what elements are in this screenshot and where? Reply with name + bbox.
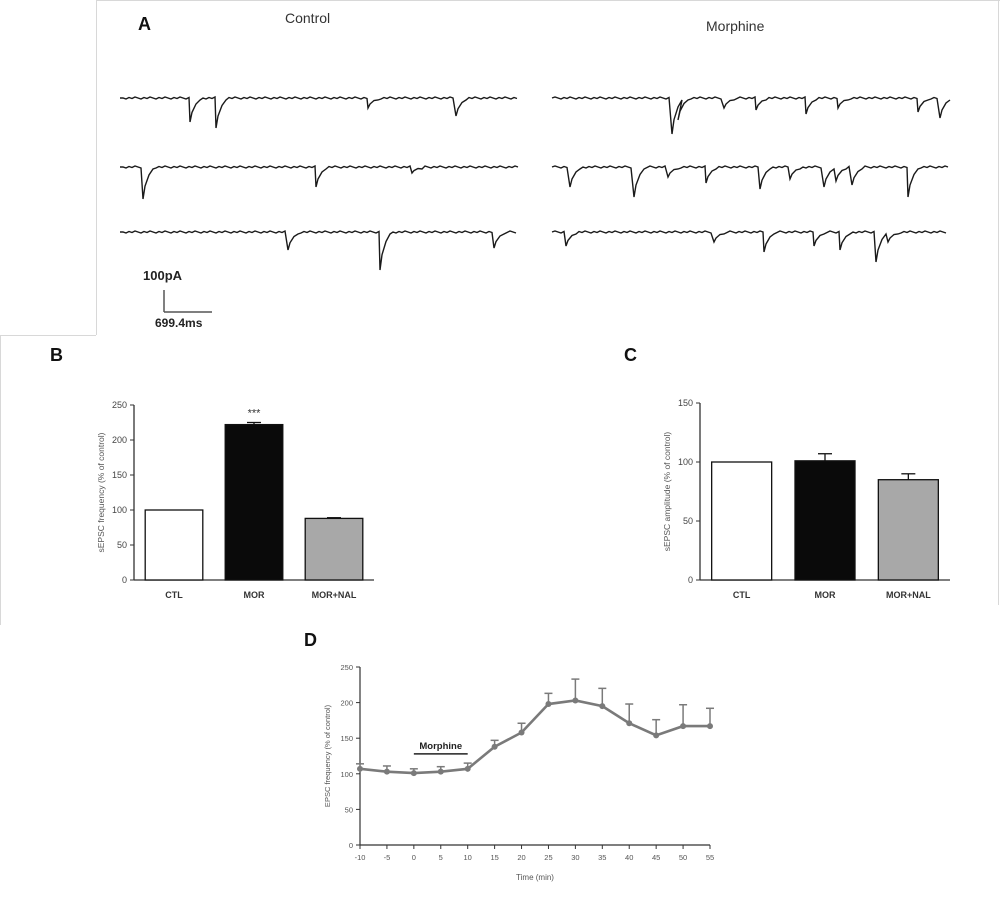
- data-point: [653, 732, 660, 739]
- bar-chart-frequency: 0 50 100 150 200 250 sEPSC frequency (% of con…: [96, 400, 374, 600]
- y-tick-label: 100: [678, 457, 693, 467]
- x-tick-label: 10: [464, 853, 472, 862]
- frame-left-a: [96, 0, 97, 335]
- line-chart-time-course: 0 50 100 150 200 250 -10 -5 0 5 10 15 20 25 30 35 40 45 50…: [323, 663, 714, 882]
- scale-bar: [163, 290, 212, 313]
- bar-mor-nal: [304, 517, 364, 581]
- bar-ctl: [144, 509, 204, 581]
- data-point: [518, 729, 525, 736]
- morphine-title: Morphine: [706, 18, 765, 34]
- data-point: [599, 703, 606, 710]
- x-tick-label: CTL: [165, 590, 183, 600]
- x-tick-label: 45: [652, 853, 660, 862]
- y-tick-label: 250: [340, 663, 353, 672]
- y-tick-label: 150: [340, 734, 353, 743]
- control-sweep-2: [120, 164, 519, 200]
- current-traces: [120, 95, 951, 271]
- bar-chart-amplitude: 0 50 100 150 sEPSC amplitude (% of control) C…: [662, 398, 950, 600]
- y-tick-label: 50: [117, 540, 127, 550]
- scale-bar-time-label: 699.4ms: [155, 316, 203, 330]
- x-tick-label: 25: [544, 853, 552, 862]
- data-point: [545, 701, 552, 708]
- x-tick-label: 55: [706, 853, 714, 862]
- x-tick-label: CTL: [733, 590, 751, 600]
- scale-bar-current-label: 100pA: [143, 268, 183, 283]
- data-point: [410, 770, 417, 777]
- x-tick-label: 40: [625, 853, 633, 862]
- y-axis-label: sEPSC frequency (% of control): [96, 432, 106, 552]
- y-axis-label: EPSC frequency (% of control): [323, 704, 332, 807]
- data-point: [464, 765, 471, 772]
- y-axis-label: sEPSC amplitude (% of control): [662, 432, 672, 552]
- morphine-label: Morphine: [419, 741, 462, 752]
- bar-mor: [224, 423, 284, 581]
- x-axis-label: Time (min): [516, 873, 554, 882]
- data-point: [437, 768, 444, 775]
- y-tick-label: 150: [112, 470, 127, 480]
- significance-annotation: ***: [248, 408, 262, 420]
- data-point: [707, 723, 713, 730]
- x-tick-label: 50: [679, 853, 687, 862]
- panel-d-label: D: [304, 630, 317, 650]
- series-line: [359, 699, 710, 775]
- y-tick-label: 200: [112, 435, 127, 445]
- x-tick-label: 15: [490, 853, 498, 862]
- morphine-sweep-2: [551, 164, 949, 198]
- x-tick-label: 30: [571, 853, 579, 862]
- x-tick-label: 5: [439, 853, 443, 862]
- y-tick-label: 250: [112, 400, 127, 410]
- y-tick-label: 0: [122, 575, 127, 585]
- x-tick-label: -10: [355, 853, 366, 862]
- frame-top: [96, 0, 1000, 1]
- data-point: [491, 743, 498, 750]
- bar-mor: [794, 460, 856, 581]
- x-tick-label: MOR+NAL: [312, 590, 357, 600]
- panel-a-label: A: [138, 14, 151, 34]
- data-point: [626, 720, 633, 727]
- x-tick-label: 20: [517, 853, 525, 862]
- control-sweep-3: [120, 229, 517, 271]
- data-point: [357, 765, 363, 772]
- morphine-sweep-1: [551, 95, 951, 135]
- x-tick-label: MOR: [244, 590, 265, 600]
- x-tick-label: 35: [598, 853, 606, 862]
- control-title: Control: [285, 10, 331, 26]
- x-tick-label: -5: [384, 853, 391, 862]
- y-tick-label: 0: [688, 575, 693, 585]
- panel-c-label: C: [624, 345, 637, 365]
- data-point: [572, 697, 579, 704]
- control-sweep-1: [120, 95, 518, 129]
- x-tick-label: MOR+NAL: [886, 590, 931, 600]
- y-tick-label: 200: [340, 699, 353, 708]
- y-tick-label: 100: [340, 770, 353, 779]
- frame-right: [998, 0, 999, 605]
- data-point: [383, 768, 390, 775]
- x-tick-label: 0: [412, 853, 416, 862]
- y-tick-label: 50: [683, 516, 693, 526]
- frame-divider: [0, 335, 96, 336]
- y-tick-label: 50: [345, 805, 353, 814]
- y-tick-label: 150: [678, 398, 693, 408]
- bar-ctl: [711, 461, 773, 581]
- morphine-sweep-3: [551, 230, 947, 263]
- x-tick-label: MOR: [815, 590, 836, 600]
- y-tick-label: 100: [112, 505, 127, 515]
- frame-left-b: [0, 335, 1, 625]
- bar-mor-nal: [877, 479, 939, 581]
- y-tick-label: 0: [349, 841, 353, 850]
- data-point: [680, 723, 687, 730]
- panel-b-label: B: [50, 345, 63, 365]
